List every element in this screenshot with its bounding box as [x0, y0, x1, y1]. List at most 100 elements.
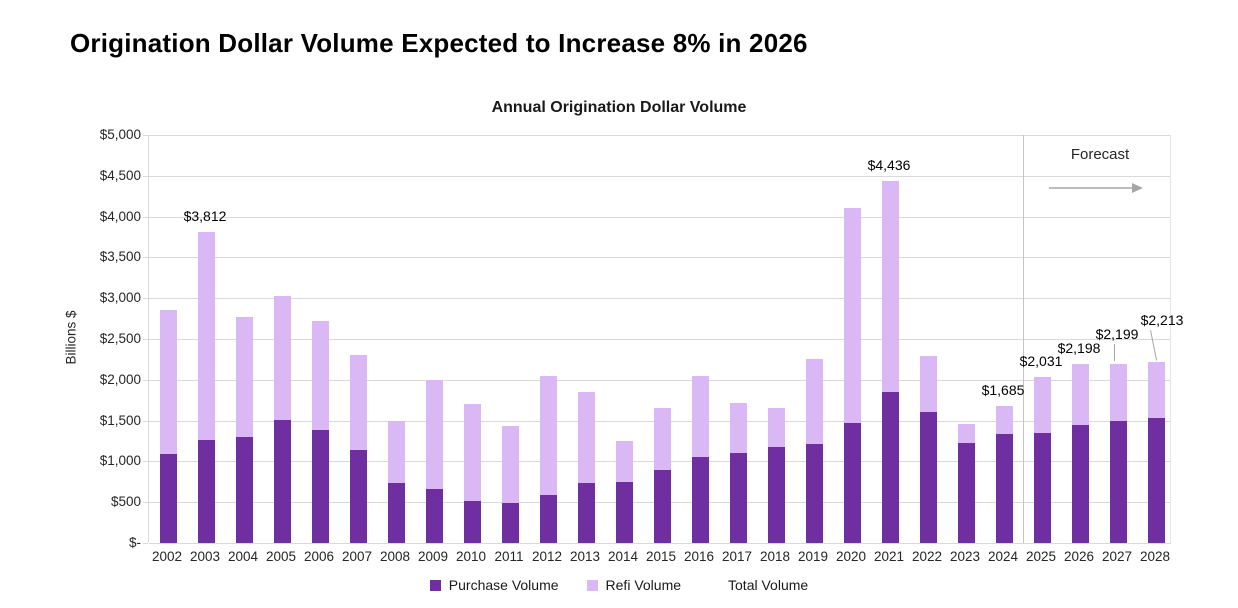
data-label-2021: $4,436	[867, 157, 911, 174]
bar-2005-purchase-volume	[273, 419, 291, 543]
bar-2014-refi-volume	[615, 440, 633, 482]
gridline	[149, 298, 1171, 300]
y-axis-tick-label: $4,500	[99, 167, 141, 183]
bar-2008-purchase-volume	[387, 483, 405, 543]
data-label-2028: $2,213	[1140, 312, 1184, 329]
bar-2017-purchase-volume	[729, 453, 747, 543]
x-axis-tick-label: 2028	[1139, 549, 1171, 564]
legend-label-purchase-volume: Purchase Volume	[448, 577, 559, 593]
bar-2025-refi-volume	[1033, 377, 1051, 433]
gridline	[149, 175, 1171, 177]
bar-2009-refi-volume	[425, 379, 443, 490]
bar-2010-purchase-volume	[463, 500, 481, 543]
legend-item-refi-volume: Refi Volume	[586, 577, 681, 593]
bar-2010-refi-volume	[463, 404, 481, 501]
bar-2012-refi-volume	[539, 376, 557, 495]
bar-2016-refi-volume	[691, 375, 709, 458]
bar-2022-refi-volume	[919, 356, 937, 413]
y-axis-tick	[143, 420, 148, 422]
bar-2017-refi-volume	[729, 403, 747, 454]
bar-2027-purchase-volume	[1109, 420, 1127, 543]
y-axis-tick-label: $-	[128, 535, 141, 550]
bar-2003-refi-volume	[197, 231, 215, 440]
bar-2020-refi-volume	[843, 207, 861, 423]
bar-2015-refi-volume	[653, 407, 671, 470]
legend-swatch-purchase-volume	[429, 579, 441, 591]
slide-title: Origination Dollar Volume Expected to In…	[70, 28, 808, 58]
bar-2014-purchase-volume	[615, 481, 633, 543]
legend-item-total-volume: Total Volume	[709, 577, 808, 593]
bar-2011-purchase-volume	[501, 503, 519, 543]
x-axis-tick-label: 2018	[759, 549, 791, 564]
y-axis-tick-label: $500	[110, 494, 141, 510]
bar-2021-purchase-volume	[881, 392, 899, 543]
bar-2018-purchase-volume	[767, 447, 785, 543]
x-axis-tick-label: 2011	[494, 549, 524, 564]
x-axis-tick-label: 2019	[797, 549, 829, 564]
y-axis-tick-label: $4,000	[99, 208, 141, 224]
x-axis-tick-label: 2004	[227, 549, 259, 564]
x-axis-tick-label: 2013	[569, 549, 601, 564]
legend-swatch-refi-volume	[586, 579, 598, 591]
gridline	[149, 379, 1171, 381]
forecast-label: Forecast	[1070, 146, 1130, 163]
chart-title: Annual Origination Dollar Volume	[491, 99, 747, 116]
y-axis-tick	[143, 502, 148, 504]
gridline	[149, 543, 1171, 544]
x-axis-tick-label: 2016	[683, 549, 715, 564]
bar-2021-refi-volume	[881, 181, 899, 393]
bar-2002-purchase-volume	[159, 454, 177, 543]
bar-2004-refi-volume	[235, 316, 253, 437]
x-axis-tick-label: 2012	[531, 549, 563, 564]
y-axis-tick-label: $1,500	[99, 412, 141, 428]
y-axis-tick-label: $5,000	[99, 127, 141, 142]
y-axis-tick	[143, 379, 148, 381]
y-axis-tick-label: $1,000	[99, 453, 141, 469]
y-axis-tick	[143, 135, 148, 136]
legend: Purchase Volume Refi Volume Total Volume	[0, 577, 1238, 593]
data-label-2024: $1,685	[981, 381, 1025, 398]
bar-2007-refi-volume	[349, 354, 367, 450]
x-axis-tick-label: 2005	[265, 549, 297, 564]
y-axis-tick-label: $2,000	[99, 371, 141, 387]
bar-2012-purchase-volume	[539, 494, 557, 543]
x-axis-tick-label: 2026	[1063, 549, 1095, 564]
x-axis-tick-label: 2027	[1101, 549, 1133, 564]
bar-2004-purchase-volume	[235, 436, 253, 543]
x-axis-tick-label: 2021	[873, 549, 905, 564]
x-axis-tick-label: 2006	[303, 549, 335, 564]
bar-2008-refi-volume	[387, 420, 405, 484]
x-axis-tick-label: 2014	[607, 549, 639, 564]
legend-label-total-volume: Total Volume	[728, 577, 809, 593]
y-axis-tick	[143, 216, 148, 218]
bar-2026-refi-volume	[1071, 363, 1089, 425]
bar-2020-purchase-volume	[843, 422, 861, 543]
data-label-2025: $2,031	[1019, 353, 1063, 370]
plot-right-border	[1170, 135, 1171, 543]
y-axis-tick	[143, 175, 148, 177]
x-axis-tick-label: 2020	[835, 549, 867, 564]
bar-2024-refi-volume	[995, 405, 1013, 435]
x-axis-tick-label: 2003	[189, 549, 221, 564]
x-axis-tick-label: 2017	[721, 549, 753, 564]
bar-2006-purchase-volume	[311, 429, 329, 543]
plot-area	[148, 135, 1171, 544]
x-axis-tick-label: 2022	[911, 549, 943, 564]
bar-2015-purchase-volume	[653, 469, 671, 543]
y-axis-tick	[143, 543, 148, 544]
bar-2025-purchase-volume	[1033, 432, 1051, 543]
bar-2024-purchase-volume	[995, 434, 1013, 543]
bar-2006-refi-volume	[311, 321, 329, 430]
bar-2027-refi-volume	[1109, 363, 1127, 421]
y-axis-tick-label: $2,500	[99, 331, 141, 346]
bar-2013-refi-volume	[577, 392, 595, 483]
bar-2016-purchase-volume	[691, 457, 709, 543]
bar-2022-purchase-volume	[919, 412, 937, 543]
bar-2009-purchase-volume	[425, 489, 443, 543]
bar-2023-purchase-volume	[957, 442, 975, 543]
bar-2019-purchase-volume	[805, 444, 823, 543]
gridline	[149, 257, 1171, 259]
bar-2026-purchase-volume	[1071, 424, 1089, 543]
data-label-2003: $3,812	[183, 207, 227, 224]
annotation-leader-line	[1114, 343, 1115, 361]
